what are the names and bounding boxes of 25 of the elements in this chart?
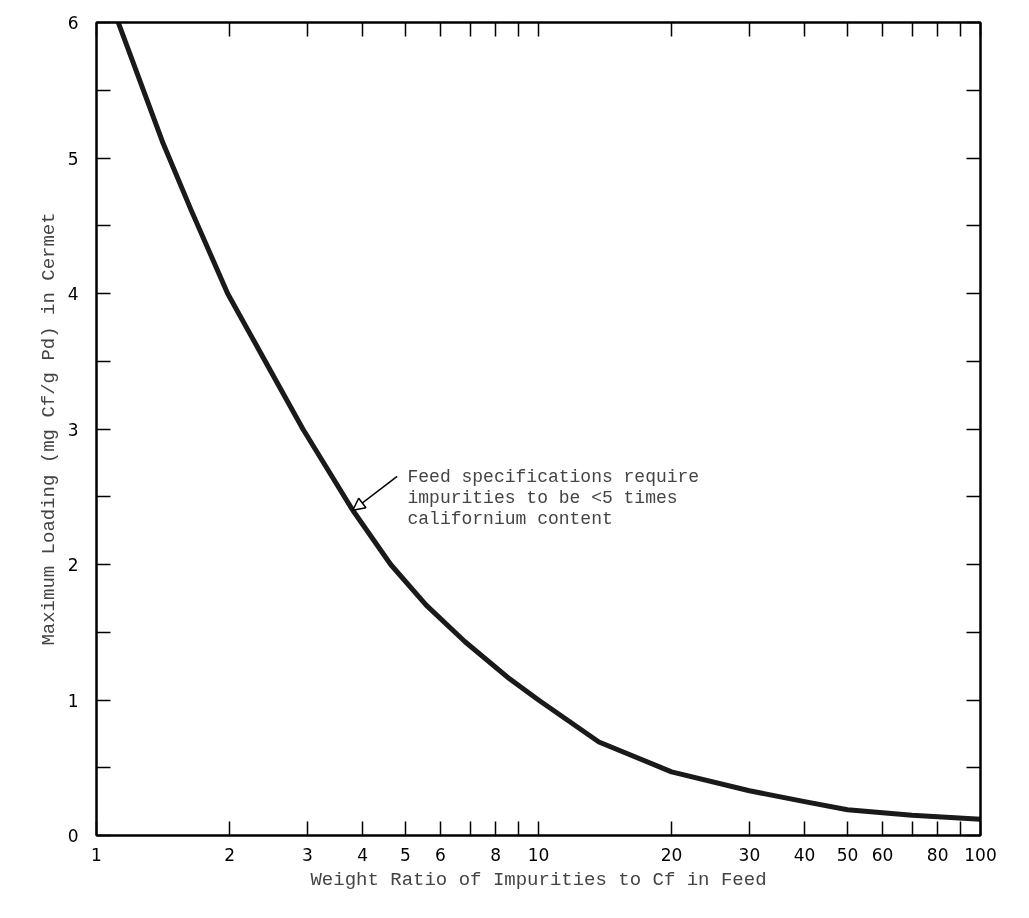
y-tick-label: 3 — [67, 419, 79, 440]
x-tick-label: 20 — [660, 844, 683, 865]
y-axis-title: Maximum Loading (mg Cf/g Pd) in Cermet — [37, 212, 60, 646]
y-tick-label: 1 — [67, 690, 79, 711]
x-axis-title: Weight Ratio of Impurities to Cf in Feed — [310, 868, 767, 891]
y-tick-label: 5 — [67, 148, 79, 169]
x-tick-label: 1 — [91, 844, 102, 865]
x-tick-label: 2 — [224, 844, 235, 865]
x-tick-label: 3 — [301, 844, 313, 865]
x-tick-label: 30 — [738, 844, 761, 865]
annotation: Feed specifications require impurities to be <5 times californium content — [407, 466, 700, 529]
x-tick-label: 6 — [435, 844, 446, 865]
x-tick-label: 50 — [836, 844, 859, 865]
x-tick-label: 4 — [357, 844, 369, 865]
x-tick-label: 60 — [871, 844, 894, 865]
x-tick-label: 80 — [926, 844, 949, 865]
x-tick-label: 40 — [793, 844, 816, 865]
x-tick-label: 100 — [964, 844, 997, 865]
x-tick-label: 10 — [527, 844, 550, 865]
y-tick-label: 2 — [67, 555, 79, 575]
x-tick-label: 5 — [400, 844, 411, 865]
y-tick-label: 4 — [67, 284, 79, 304]
y-tick-label: 6 — [67, 13, 79, 33]
y-tick-label: 0 — [67, 826, 79, 846]
x-tick-label: 8 — [490, 844, 502, 865]
